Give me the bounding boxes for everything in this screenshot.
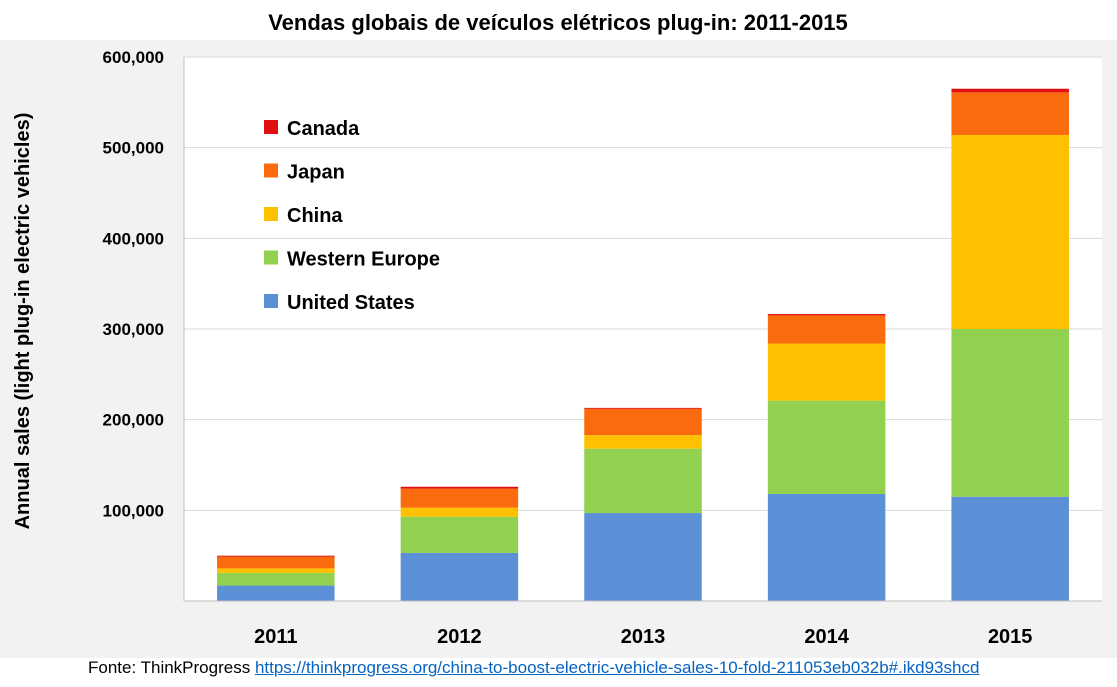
- y-tick-label: 100,000: [103, 501, 164, 520]
- y-tick-label: 500,000: [103, 139, 164, 158]
- legend-label: China: [287, 205, 343, 227]
- bar-segment: [217, 572, 335, 586]
- x-tick-label: 2015: [988, 626, 1033, 648]
- bar-segment: [400, 516, 519, 553]
- legend-swatch: [264, 163, 278, 178]
- bar-segment: [400, 507, 519, 517]
- bar-segment: [400, 552, 519, 601]
- bar-segment: [217, 556, 335, 569]
- bar-segment: [217, 585, 335, 601]
- y-tick-label: 600,000: [103, 48, 164, 67]
- x-tick-label: 2011: [254, 626, 297, 648]
- axes: 100,000 200,000 300,000 400,000 500,000 600,0…: [103, 48, 1102, 648]
- legend-swatch: [264, 294, 278, 308]
- bar-segment: [767, 343, 886, 401]
- source-note: Fonte: ThinkProgress https://thinkprogre…: [88, 658, 979, 678]
- bar-segment: [400, 486, 519, 489]
- legend-label: Western Europe: [287, 249, 440, 271]
- bar-segment: [584, 407, 702, 409]
- source-prefix: Fonte: ThinkProgress: [88, 658, 255, 677]
- bar-segment: [400, 488, 519, 508]
- bar-segment: [951, 496, 1069, 601]
- bar-segment: [217, 555, 335, 557]
- x-tick-label: 2012: [437, 626, 482, 648]
- bar-segment: [767, 314, 886, 316]
- bar-segment: [584, 435, 702, 449]
- y-axis-label: Annual sales (light plug-in electric veh…: [12, 113, 34, 530]
- bar-segment: [951, 88, 1069, 93]
- bars: [217, 88, 1069, 601]
- legend: Canada Japan China Western Europe United Sta…: [264, 118, 440, 314]
- bar-segment: [767, 400, 886, 495]
- legend-swatch: [264, 250, 278, 265]
- bar-segment: [767, 494, 886, 601]
- chart-title: Vendas globais de veículos elétricos plu…: [268, 10, 848, 35]
- y-tick-label: 200,000: [103, 411, 164, 430]
- bar-segment: [217, 568, 335, 573]
- bar-segment: [767, 315, 886, 344]
- bar-segment: [584, 513, 702, 601]
- legend-label: Japan: [287, 162, 345, 184]
- legend-label: Canada: [287, 118, 360, 140]
- x-tick-label: 2013: [621, 626, 666, 648]
- y-tick-label: 300,000: [103, 320, 164, 339]
- legend-swatch: [264, 120, 278, 134]
- source-link[interactable]: https://thinkprogress.org/china-to-boost…: [254, 658, 980, 677]
- bar-segment: [951, 329, 1069, 497]
- bar-segment: [584, 408, 702, 436]
- x-tick-label: 2014: [804, 626, 849, 648]
- bar-segment: [584, 448, 702, 514]
- legend-swatch: [264, 207, 278, 221]
- stacked-bar-chart: Vendas globais de veículos elétricos plu…: [0, 10, 1117, 658]
- y-tick-label: 400,000: [103, 229, 164, 248]
- bar-segment: [951, 92, 1069, 135]
- bar-segment: [951, 134, 1069, 329]
- legend-label: United States: [287, 292, 415, 314]
